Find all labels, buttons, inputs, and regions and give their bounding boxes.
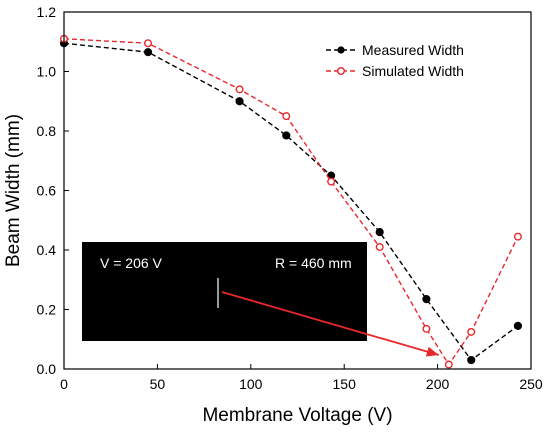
inset-beam-image xyxy=(82,242,367,341)
inset-arrow-line xyxy=(221,291,440,356)
data-point-measured xyxy=(513,321,523,330)
data-point-simulated xyxy=(235,85,244,94)
y-tick-label: 0.4 xyxy=(37,242,57,258)
data-point-simulated xyxy=(422,324,431,333)
data-point-measured xyxy=(375,228,384,237)
data-point-simulated xyxy=(375,243,384,252)
x-tick-label: 0 xyxy=(60,376,68,392)
plot-area-frame xyxy=(63,11,532,370)
y-tick-label: 0.0 xyxy=(37,361,57,377)
data-point-measured xyxy=(235,97,244,106)
data-point-measured xyxy=(143,48,153,57)
x-tick-label: 200 xyxy=(426,376,450,392)
y-axis-label: Beam Width (mm) xyxy=(3,114,24,267)
data-point-simulated xyxy=(282,112,291,121)
legend-label: Simulated Width xyxy=(362,63,464,79)
y-tick-label: 1.0 xyxy=(37,64,57,80)
x-axis-label: Membrane Voltage (V) xyxy=(202,405,392,426)
x-tick-group: 0 50 100 150 200 250 xyxy=(60,364,543,392)
series-group xyxy=(59,34,523,369)
x-tick-label: 50 xyxy=(150,376,166,392)
y-tick-label: 0.6 xyxy=(37,183,57,199)
legend: Measured Width Simulated Width xyxy=(326,42,464,79)
legend-label: Measured Width xyxy=(362,42,464,58)
data-point-simulated xyxy=(513,232,522,241)
inset-radius-label: R = 460 mm xyxy=(275,255,352,271)
y-tick-label: 0.2 xyxy=(37,302,57,318)
data-point-simulated xyxy=(327,177,336,186)
legend-marker xyxy=(337,46,345,54)
legend-marker xyxy=(337,66,346,75)
inset-arrow-head xyxy=(425,346,439,357)
y-tick-group: 0.0 0.2 0.4 0.6 0.8 1.0 1.2 xyxy=(37,4,69,377)
data-point-measured xyxy=(467,355,476,365)
data-point-simulated xyxy=(144,39,153,48)
y-tick-label: 0.8 xyxy=(37,123,57,139)
inset-voltage-label: V = 206 V xyxy=(100,255,163,271)
data-point-simulated xyxy=(467,327,476,336)
x-tick-label: 150 xyxy=(333,376,357,392)
series-line-simulated xyxy=(63,38,519,366)
x-tick-label: 100 xyxy=(239,376,263,392)
y-tick-label: 1.2 xyxy=(37,4,57,20)
inset-group: V = 206 V R = 460 mm xyxy=(82,242,440,357)
data-point-measured xyxy=(282,131,291,140)
data-point-simulated xyxy=(444,360,453,369)
x-tick-label: 250 xyxy=(519,376,543,392)
data-point-measured xyxy=(422,294,431,304)
